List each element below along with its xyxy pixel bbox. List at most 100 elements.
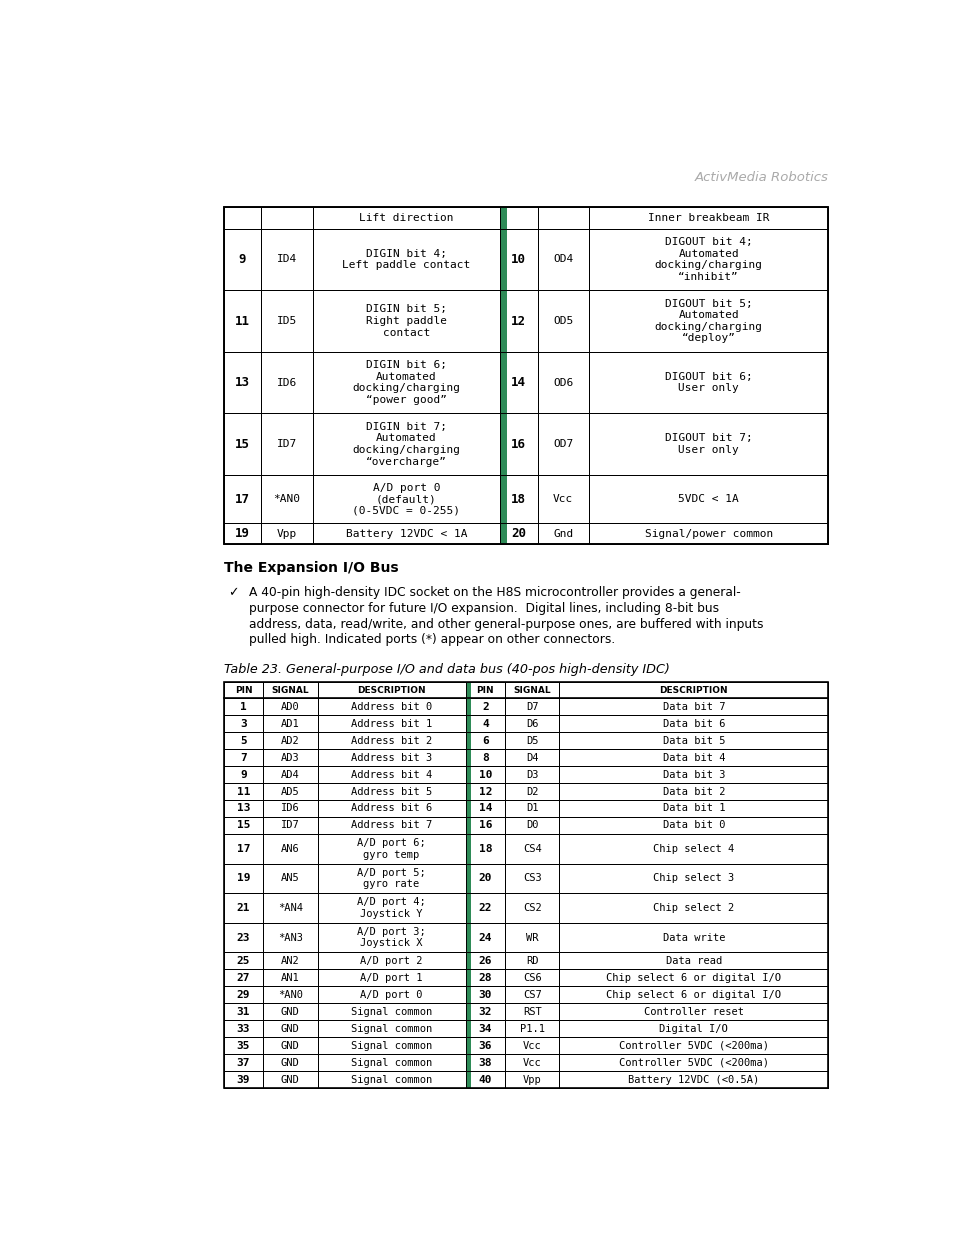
Bar — [558, 969, 827, 987]
Bar — [558, 1037, 827, 1055]
Bar — [537, 352, 588, 414]
Text: 13: 13 — [236, 804, 250, 814]
Bar — [558, 893, 827, 923]
Bar — [263, 987, 317, 1003]
Text: Inner breakbeam IR: Inner breakbeam IR — [647, 214, 769, 224]
Text: PIN: PIN — [234, 685, 253, 695]
Text: 27: 27 — [236, 973, 250, 983]
Bar — [465, 1003, 504, 1020]
Bar — [504, 732, 558, 750]
Bar — [317, 952, 465, 969]
Text: A/D port 6;
gyro temp: A/D port 6; gyro temp — [356, 837, 426, 860]
Bar — [313, 524, 499, 545]
Bar — [224, 800, 263, 816]
Bar — [499, 352, 537, 414]
Text: RST: RST — [522, 1007, 541, 1016]
Text: 10: 10 — [478, 769, 492, 779]
Text: A/D port 1: A/D port 1 — [360, 973, 422, 983]
Text: AD2: AD2 — [281, 736, 299, 746]
Text: 17: 17 — [236, 844, 250, 853]
Text: 5: 5 — [240, 736, 247, 746]
Bar — [504, 816, 558, 834]
Bar — [224, 207, 261, 228]
Bar — [465, 969, 504, 987]
Bar — [263, 732, 317, 750]
Bar — [317, 987, 465, 1003]
Bar — [465, 952, 504, 969]
Text: AD3: AD3 — [281, 752, 299, 763]
Bar — [263, 698, 317, 715]
Text: Data bit 7: Data bit 7 — [662, 701, 724, 711]
Bar — [263, 1020, 317, 1037]
Text: Battery 12VDC (<0.5A): Battery 12VDC (<0.5A) — [628, 1074, 759, 1084]
Bar — [504, 1020, 558, 1037]
Text: 21: 21 — [236, 903, 250, 913]
Bar — [261, 207, 313, 228]
Bar — [261, 352, 313, 414]
Bar — [263, 816, 317, 834]
Text: ✓: ✓ — [228, 585, 238, 599]
Bar — [224, 750, 263, 766]
Text: Address bit 5: Address bit 5 — [351, 787, 432, 797]
Text: GND: GND — [281, 1024, 299, 1034]
Bar — [537, 475, 588, 524]
Text: 7: 7 — [240, 752, 247, 763]
Text: D5: D5 — [525, 736, 537, 746]
Text: A/D port 2: A/D port 2 — [360, 956, 422, 966]
Text: D4: D4 — [525, 752, 537, 763]
Bar — [261, 290, 313, 352]
Bar — [224, 1003, 263, 1020]
Bar — [504, 987, 558, 1003]
Text: P1.1: P1.1 — [519, 1024, 544, 1034]
Text: 32: 32 — [478, 1007, 492, 1016]
Bar — [224, 228, 261, 290]
Text: DIGIN bit 7;
Automated
docking/charging
“overcharge”: DIGIN bit 7; Automated docking/charging … — [352, 422, 460, 467]
Bar — [317, 1003, 465, 1020]
Text: 20: 20 — [511, 527, 526, 540]
Text: AN2: AN2 — [281, 956, 299, 966]
Text: CS3: CS3 — [522, 873, 541, 883]
Bar — [224, 987, 263, 1003]
Bar — [313, 207, 499, 228]
Text: Gnd: Gnd — [553, 529, 573, 538]
Bar — [558, 863, 827, 893]
Bar — [558, 987, 827, 1003]
Text: 19: 19 — [236, 873, 250, 883]
Bar — [224, 952, 263, 969]
Bar — [504, 698, 558, 715]
Bar — [224, 290, 261, 352]
Text: 17: 17 — [234, 493, 250, 505]
Text: Signal common: Signal common — [351, 1057, 432, 1067]
Text: ID6: ID6 — [276, 378, 296, 388]
Text: 37: 37 — [236, 1057, 250, 1067]
Bar — [558, 698, 827, 715]
Bar — [465, 783, 504, 800]
Text: 9: 9 — [238, 253, 246, 266]
Text: Address bit 6: Address bit 6 — [351, 804, 432, 814]
Text: Data bit 3: Data bit 3 — [662, 769, 724, 779]
Text: AN5: AN5 — [281, 873, 299, 883]
Bar — [317, 1020, 465, 1037]
Text: The Expansion I/O Bus: The Expansion I/O Bus — [224, 561, 398, 576]
Text: 15: 15 — [234, 437, 250, 451]
Text: DIGOUT bit 5;
Automated
docking/charging
“deploy”: DIGOUT bit 5; Automated docking/charging… — [654, 299, 761, 343]
Text: Signal common: Signal common — [351, 1007, 432, 1016]
Bar — [263, 715, 317, 732]
Text: Chip select 6 or digital I/O: Chip select 6 or digital I/O — [606, 989, 781, 1000]
Bar — [558, 952, 827, 969]
Text: DIGOUT bit 7;
User only: DIGOUT bit 7; User only — [664, 433, 752, 454]
Bar — [224, 207, 827, 545]
Bar — [504, 1003, 558, 1020]
Text: 40: 40 — [478, 1074, 492, 1084]
Bar — [465, 682, 471, 1088]
Bar — [224, 1037, 263, 1055]
Bar — [224, 732, 263, 750]
Bar — [263, 923, 317, 952]
Bar — [499, 524, 537, 545]
Bar — [317, 698, 465, 715]
Bar — [465, 816, 504, 834]
Text: 38: 38 — [478, 1057, 492, 1067]
Text: 19: 19 — [234, 527, 250, 540]
Text: ID4: ID4 — [276, 254, 296, 264]
Text: 33: 33 — [236, 1024, 250, 1034]
